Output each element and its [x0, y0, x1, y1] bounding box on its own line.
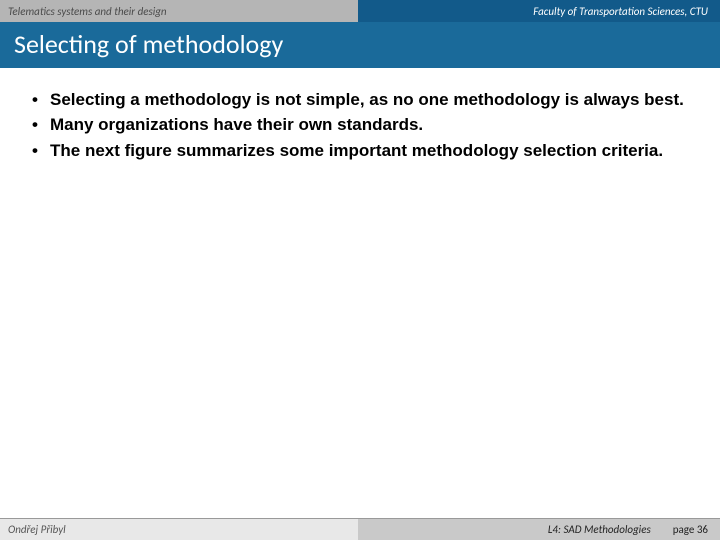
top-bar-left: Telematics systems and their design [0, 0, 358, 22]
bullet-item: The next figure summarizes some importan… [28, 140, 692, 161]
top-bar-right: Faculty of Transportation Sciences, CTU [358, 0, 720, 22]
content-area: Selecting a methodology is not simple, a… [0, 71, 720, 518]
footer-bar: Ondřej Přibyl L4: SAD Methodologies page… [0, 518, 720, 540]
footer-author: Ondřej Přibyl [0, 519, 358, 540]
slide: Telematics systems and their design Facu… [0, 0, 720, 540]
top-bar: Telematics systems and their design Facu… [0, 0, 720, 22]
bullet-list: Selecting a methodology is not simple, a… [28, 89, 692, 161]
footer-right: L4: SAD Methodologies page 36 [358, 519, 720, 540]
slide-title: Selecting of methodology [0, 22, 720, 68]
footer-page: page 36 [673, 523, 708, 536]
bullet-item: Selecting a methodology is not simple, a… [28, 89, 692, 110]
footer-lecture: L4: SAD Methodologies [548, 523, 651, 536]
bullet-item: Many organizations have their own standa… [28, 114, 692, 135]
